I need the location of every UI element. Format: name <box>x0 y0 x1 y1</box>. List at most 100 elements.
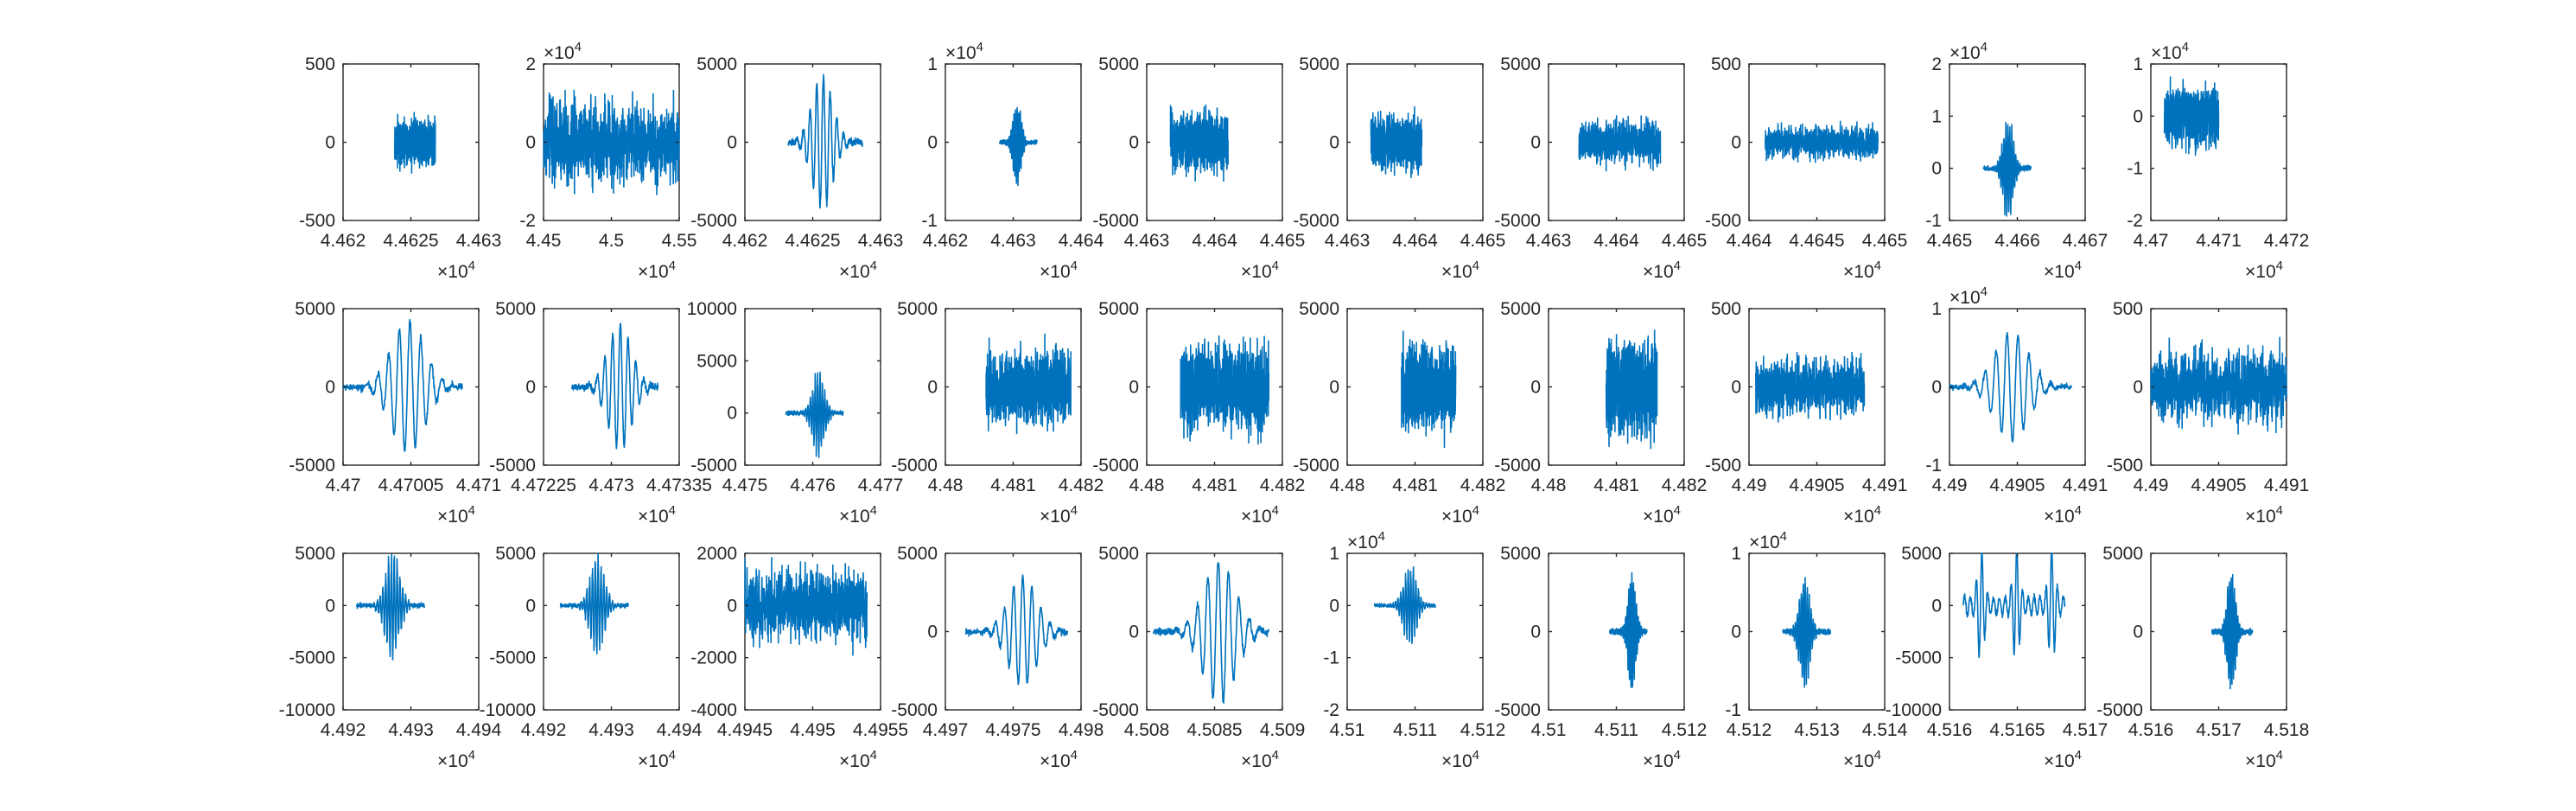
x-tick-label: 4.476 <box>790 476 836 495</box>
y-tick-label: -5000 <box>1494 456 1541 476</box>
x-exponent-label: ×104 <box>1441 259 1479 282</box>
signal-trace <box>1401 330 1457 449</box>
x-tick-label: 4.493 <box>588 720 634 740</box>
x-tick-label: 4.465 <box>1862 231 1908 251</box>
subplot-4: -1 0 1 4.462 4.463 4.464 ×104 ×104 <box>921 40 1104 282</box>
y-tick-label: -500 <box>1705 211 1741 231</box>
x-tick-label: 4.464 <box>1192 231 1237 251</box>
x-tick-label: 4.482 <box>1460 476 1506 495</box>
signal-trace <box>785 371 844 458</box>
x-tick-label: 4.512 <box>1727 720 1772 740</box>
x-exponent-label: ×104 <box>1241 748 1279 771</box>
y-tick-label: -1 <box>1725 700 1741 720</box>
subplot-9: -1 0 1 2 4.465 4.466 4.467 ×104 ×104 <box>1925 40 2108 282</box>
y-tick-label: 5000 <box>1098 544 1139 564</box>
x-tick-label: 4.514 <box>1862 720 1908 740</box>
y-tick-label: -5000 <box>891 456 938 476</box>
y-tick-label: 500 <box>305 54 335 74</box>
subplot-14: -5000 0 5000 4.48 4.481 4.482 ×104 <box>891 299 1104 527</box>
y-tick-label: 5000 <box>1500 544 1541 564</box>
y-tick-label: 0 <box>1530 378 1541 398</box>
subplot-19: -1 0 1 4.49 4.4905 4.491 ×104 ×104 <box>1925 284 2108 527</box>
x-tick-label: 4.463 <box>1325 231 1371 251</box>
x-tick-label: 4.482 <box>1260 476 1306 495</box>
subplot-26: -2 -1 0 1 4.51 4.511 4.512 ×104 ×104 <box>1323 529 1505 771</box>
x-tick-label: 4.47225 <box>511 476 576 495</box>
y-tick-label: -2 <box>519 211 536 231</box>
y-tick-label: -5000 <box>690 211 737 231</box>
x-tick-label: 4.4905 <box>2191 476 2246 495</box>
x-tick-label: 4.518 <box>2264 720 2310 740</box>
x-tick-label: 4.48 <box>928 476 964 495</box>
y-tick-label: 0 <box>525 133 536 153</box>
x-tick-label: 4.472 <box>2264 231 2310 251</box>
signal-trace <box>2163 76 2220 156</box>
y-tick-label: 0 <box>1530 133 1541 153</box>
x-tick-label: 4.51 <box>1531 720 1567 740</box>
x-tick-label: 4.47005 <box>378 476 444 495</box>
x-tick-label: 4.5 <box>599 231 624 251</box>
subplot-5: -5000 0 5000 4.463 4.464 4.465 ×104 <box>1092 54 1305 282</box>
x-tick-label: 4.482 <box>1059 476 1104 495</box>
x-tick-label: 4.494 <box>657 720 703 740</box>
x-tick-label: 4.475 <box>722 476 768 495</box>
x-tick-label: 4.5085 <box>1186 720 1242 740</box>
y-tick-label: -10000 <box>279 700 335 720</box>
y-tick-label: -10000 <box>1886 700 1942 720</box>
subplot-13: -5000 0 5000 10000 4.475 4.476 4.477 ×104 <box>687 299 904 527</box>
signal-trace <box>1982 121 2032 217</box>
x-exponent-label: ×104 <box>1441 503 1479 527</box>
x-tick-label: 4.4975 <box>985 720 1040 740</box>
x-tick-label: 4.4945 <box>717 720 773 740</box>
x-tick-label: 4.481 <box>1392 476 1438 495</box>
y-tick-label: -1 <box>2127 159 2143 179</box>
subplot-24: -5000 0 5000 4.497 4.4975 4.498 ×104 <box>891 544 1104 771</box>
y-tick-label: -1 <box>1925 456 1942 476</box>
y-tick-label: 0 <box>525 596 536 616</box>
x-tick-label: 4.51 <box>1330 720 1365 740</box>
y-tick-label: -4000 <box>690 700 737 720</box>
signal-trace <box>1153 562 1270 704</box>
y-tick-label: 5000 <box>897 299 938 319</box>
y-tick-label: -5000 <box>1494 211 1541 231</box>
x-tick-label: 4.482 <box>1662 476 1708 495</box>
y-tick-label: -5000 <box>489 456 536 476</box>
x-tick-label: 4.466 <box>1994 231 2040 251</box>
x-tick-label: 4.464 <box>1059 231 1104 251</box>
signal-trace <box>1370 105 1423 179</box>
y-tick-label: 5000 <box>2102 544 2143 564</box>
x-tick-label: 4.494 <box>456 720 502 740</box>
x-tick-label: 4.465 <box>1460 231 1506 251</box>
x-tick-label: 4.509 <box>1260 720 1306 740</box>
y-tick-label: -5000 <box>489 648 536 668</box>
y-tick-label: -5000 <box>1092 456 1139 476</box>
y-tick-label: 1 <box>1931 299 1942 319</box>
x-exponent-label: ×104 <box>2044 259 2082 282</box>
x-tick-label: 4.491 <box>2264 476 2310 495</box>
y-tick-label: 5000 <box>1901 544 1942 564</box>
x-tick-label: 4.473 <box>588 476 634 495</box>
x-tick-label: 4.491 <box>2063 476 2109 495</box>
subplot-10: -2 -1 0 1 4.47 4.471 4.472 ×104 ×104 <box>2127 40 2309 282</box>
subplot-20: -500 0 500 4.49 4.4905 4.491 ×104 <box>2107 299 2309 527</box>
y-tick-label: 5000 <box>295 544 335 564</box>
y-exponent-label: ×104 <box>1949 40 1988 63</box>
x-tick-label: 4.511 <box>1594 720 1638 740</box>
y-tick-label: 1 <box>927 54 938 74</box>
x-tick-label: 4.497 <box>923 720 969 740</box>
signal-trace <box>393 112 436 174</box>
y-tick-label: -5000 <box>1293 456 1339 476</box>
y-tick-label: 5000 <box>1500 299 1541 319</box>
x-tick-label: 4.463 <box>858 231 904 251</box>
x-tick-label: 4.516 <box>2128 720 2174 740</box>
y-tick-label: -5000 <box>1092 700 1139 720</box>
subplot-25: -5000 0 5000 4.508 4.5085 4.509 ×104 <box>1092 544 1305 771</box>
x-tick-label: 4.464 <box>1392 231 1438 251</box>
x-exponent-label: ×104 <box>1643 259 1681 282</box>
x-tick-label: 4.463 <box>456 231 502 251</box>
x-tick-label: 4.511 <box>1393 720 1437 740</box>
x-exponent-label: ×104 <box>1040 259 1078 282</box>
y-exponent-label: ×104 <box>2151 40 2189 63</box>
y-tick-label: 0 <box>2133 106 2143 126</box>
